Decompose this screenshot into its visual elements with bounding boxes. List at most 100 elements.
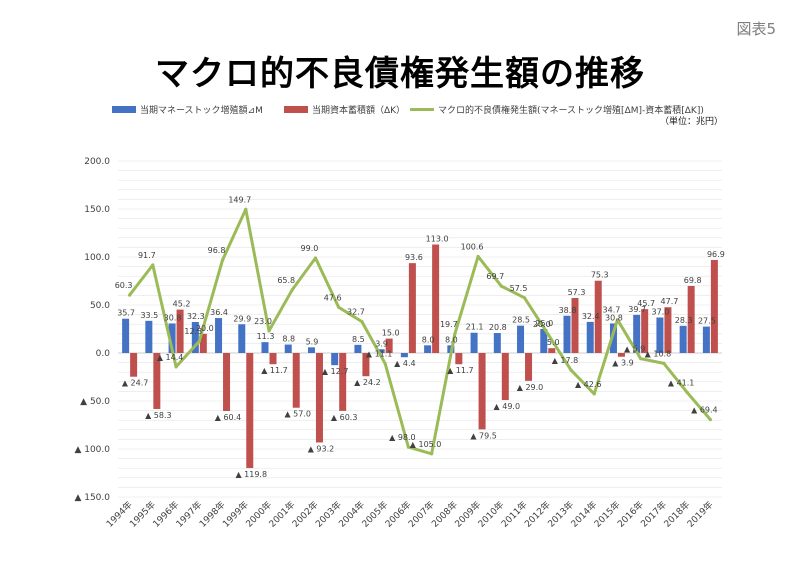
legend-item-bad-debt: マクロ的不良債権発生額(マネーストック増殖[ΔM]-資本蓄積[ΔK])	[410, 103, 704, 116]
bad-debt-point	[569, 368, 573, 372]
bad-debt-point	[615, 318, 620, 322]
legend-swatch-money	[112, 106, 136, 113]
money-data-label: 35.7	[117, 309, 135, 318]
capital-bar	[292, 353, 300, 408]
capital-bar	[571, 297, 579, 353]
bad-debt-point	[360, 320, 364, 324]
capital-bar	[315, 353, 323, 443]
capital-data-label: 5.0	[547, 338, 560, 347]
y-tick-label: ▲ 150.0	[74, 493, 110, 503]
bad-debt-data-label: ▲ 11.1	[366, 350, 393, 359]
bad-debt-point	[522, 296, 527, 300]
bad-debt-data-label: ▲ 41.1	[668, 378, 695, 387]
bad-debt-data-label: ▲ 42.6	[575, 380, 602, 389]
capital-bar	[594, 280, 602, 353]
bad-debt-point	[267, 329, 271, 333]
bad-debt-point	[592, 392, 596, 396]
bad-debt-point	[128, 293, 132, 297]
bad-debt-point	[174, 365, 178, 369]
capital-bar	[548, 348, 556, 353]
bad-debt-point	[220, 258, 225, 262]
bad-debt-point	[197, 339, 201, 343]
capital-data-label: 113.0	[426, 235, 449, 244]
bad-debt-data-label: 34.7	[603, 306, 621, 315]
money-bar	[145, 320, 153, 353]
capital-bar	[385, 338, 393, 353]
bad-debt-data-label: ▲ 69.4	[691, 406, 718, 415]
bad-debt-point	[708, 418, 712, 422]
capital-data-label: ▲ 60.3	[331, 413, 358, 422]
money-data-label: 8.5	[352, 335, 365, 344]
money-data-label: 5.9	[306, 337, 319, 346]
bad-debt-data-label: 23.0	[254, 317, 272, 326]
bad-debt-data-label: ▲ 10.8	[645, 349, 672, 358]
bad-debt-data-label: ▲ 98.0	[389, 433, 416, 442]
money-data-label: 21.1	[466, 323, 484, 332]
money-bar	[168, 323, 176, 353]
money-bar	[191, 321, 199, 353]
money-data-label: 3.9	[375, 339, 388, 348]
bad-debt-point	[151, 263, 155, 267]
capital-bar	[710, 259, 718, 353]
y-tick-label: ▲ 50.0	[80, 397, 110, 407]
capital-data-label: ▲ 29.0	[517, 383, 544, 392]
bad-debt-point	[406, 445, 410, 449]
money-bar	[284, 344, 292, 353]
money-data-label: 11.3	[257, 332, 275, 341]
money-data-label: 33.5	[140, 311, 158, 320]
capital-bar	[501, 353, 509, 401]
bad-debt-data-label: 96.8	[208, 246, 226, 255]
capital-data-label: 75.3	[591, 271, 609, 280]
bad-debt-point	[546, 332, 550, 336]
capital-bar	[617, 353, 625, 357]
money-data-label: 36.4	[210, 308, 228, 317]
money-data-label: 20.8	[489, 323, 507, 332]
money-data-label: 28.5	[512, 316, 530, 325]
bad-debt-data-label: ▲ 5.9	[624, 345, 645, 354]
capital-bar	[176, 309, 184, 353]
bad-debt-data-label: 99.0	[301, 244, 319, 253]
capital-data-label: 45.2	[173, 300, 191, 309]
money-data-label: 39.7	[628, 305, 646, 314]
bad-debt-data-label: 65.8	[277, 276, 295, 285]
capital-bar	[525, 353, 533, 381]
money-data-label: 8.0	[445, 335, 458, 344]
capital-data-label: 20.0	[196, 324, 214, 333]
money-data-label: 29.9	[233, 314, 251, 323]
figure-label: 図表5	[736, 20, 776, 38]
chart-title: マクロ的不良債権発生額の推移	[155, 54, 645, 94]
money-bar	[493, 333, 501, 353]
legend: 当期マネーストック増殖額⊿M 当期資本蓄積額（ΔK） マクロ的不良債権発生額(マ…	[112, 103, 752, 123]
money-bar	[470, 332, 478, 353]
capital-data-label: 15.0	[382, 329, 400, 338]
money-bar	[586, 321, 594, 353]
capital-bar	[153, 353, 161, 409]
money-data-label: 30.8	[164, 313, 182, 322]
money-data-label: 32.3	[187, 312, 205, 321]
money-data-label: 25.0	[535, 319, 553, 328]
bad-debt-data-label: ▲ 17.8	[552, 356, 579, 365]
money-bar	[656, 317, 664, 353]
capital-bar	[339, 353, 347, 411]
y-tick-label: 50.0	[90, 301, 110, 311]
money-bar	[307, 347, 315, 353]
capital-data-label: ▲ 49.0	[494, 402, 521, 411]
money-bar	[354, 344, 362, 353]
capital-data-label: ▲ 79.5	[470, 431, 497, 440]
bad-debt-point	[453, 332, 457, 336]
bad-debt-point	[244, 207, 248, 211]
capital-bar	[432, 244, 440, 353]
money-bar	[424, 345, 432, 353]
capital-data-label: ▲ 58.3	[145, 411, 172, 420]
bad-debt-data-label: 69.7	[486, 272, 504, 281]
legend-item-money: 当期マネーストック増殖額⊿M	[112, 103, 263, 116]
legend-swatch-bad-debt	[410, 108, 434, 111]
money-data-label: 27.5	[698, 317, 716, 326]
bad-debt-data-label: 32.7	[347, 308, 365, 317]
bad-debt-point	[313, 256, 318, 260]
capital-data-label: ▲ 3.9	[612, 359, 633, 368]
capital-data-label: 69.8	[684, 276, 702, 285]
capital-bar	[269, 353, 277, 365]
y-tick-label: ▲ 100.0	[74, 445, 110, 455]
capital-bar	[246, 353, 254, 469]
